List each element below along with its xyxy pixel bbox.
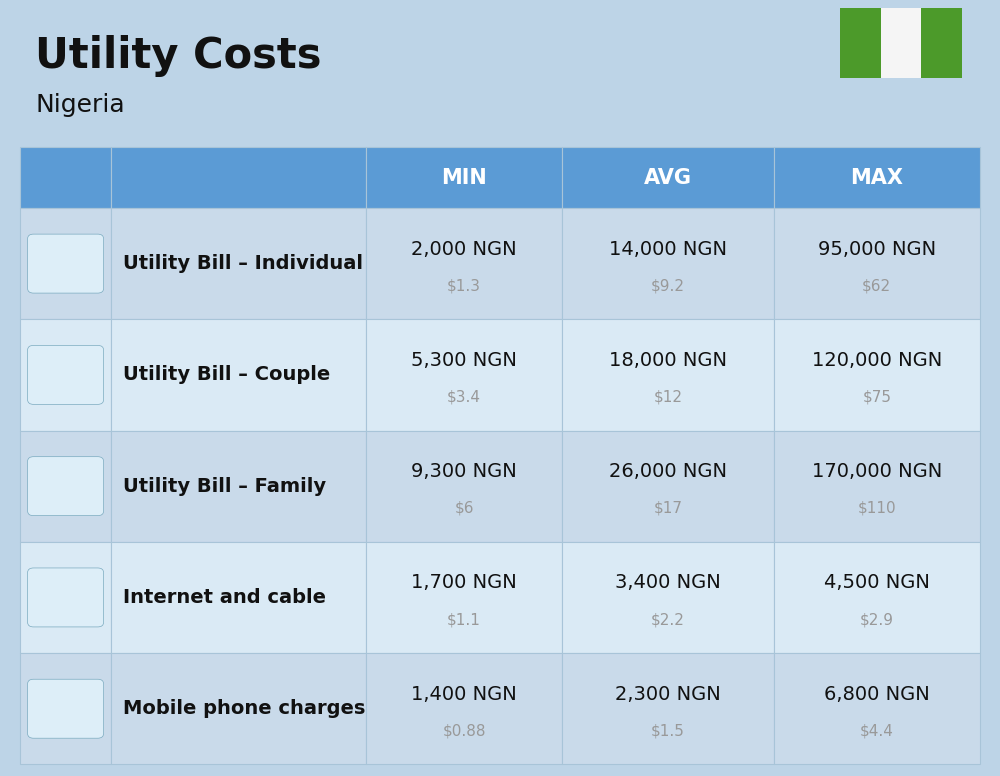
Text: 9,300 NGN: 9,300 NGN xyxy=(411,462,517,481)
Text: Utility Bill – Individual: Utility Bill – Individual xyxy=(123,254,363,273)
Text: Utility Bill – Couple: Utility Bill – Couple xyxy=(123,365,330,384)
Text: $1.3: $1.3 xyxy=(447,279,481,293)
Bar xyxy=(562,147,774,208)
Text: $12: $12 xyxy=(654,390,682,404)
Text: $17: $17 xyxy=(654,501,682,516)
Text: $110: $110 xyxy=(857,501,896,516)
Text: 14,000 NGN: 14,000 NGN xyxy=(609,240,727,258)
Bar xyxy=(366,431,562,542)
Bar xyxy=(562,431,774,542)
Bar xyxy=(774,147,980,208)
Bar xyxy=(774,319,980,431)
Bar xyxy=(366,208,562,319)
Text: Internet and cable: Internet and cable xyxy=(123,588,326,607)
Text: Mobile phone charges: Mobile phone charges xyxy=(123,699,366,719)
Bar xyxy=(111,208,366,319)
Bar xyxy=(366,653,562,764)
Bar xyxy=(562,208,774,319)
Text: Nigeria: Nigeria xyxy=(35,93,125,117)
Bar xyxy=(111,431,366,542)
Bar xyxy=(366,542,562,653)
Bar xyxy=(774,431,980,542)
Text: 170,000 NGN: 170,000 NGN xyxy=(812,462,942,481)
FancyBboxPatch shape xyxy=(28,456,104,515)
Bar xyxy=(774,542,980,653)
Text: 5,300 NGN: 5,300 NGN xyxy=(411,351,517,370)
Bar xyxy=(774,208,980,319)
Bar xyxy=(562,542,774,653)
Text: 4,500 NGN: 4,500 NGN xyxy=(824,573,930,593)
Bar xyxy=(840,8,881,78)
Bar xyxy=(881,8,921,78)
Text: $6: $6 xyxy=(454,501,474,516)
Text: 3,400 NGN: 3,400 NGN xyxy=(615,573,721,593)
Text: $4.4: $4.4 xyxy=(860,723,894,739)
Text: $75: $75 xyxy=(862,390,891,404)
FancyBboxPatch shape xyxy=(28,679,104,738)
Text: MAX: MAX xyxy=(850,168,903,188)
Text: $2.2: $2.2 xyxy=(651,612,685,627)
Bar xyxy=(366,319,562,431)
Text: AVG: AVG xyxy=(644,168,692,188)
Bar xyxy=(111,542,366,653)
Text: 95,000 NGN: 95,000 NGN xyxy=(818,240,936,258)
Bar xyxy=(20,653,111,764)
Text: MIN: MIN xyxy=(441,168,487,188)
Text: $2.9: $2.9 xyxy=(860,612,894,627)
Text: Utility Costs: Utility Costs xyxy=(35,35,322,77)
Text: $1.5: $1.5 xyxy=(651,723,685,739)
FancyBboxPatch shape xyxy=(28,568,104,627)
Text: $0.88: $0.88 xyxy=(442,723,486,739)
Bar xyxy=(20,319,111,431)
Bar xyxy=(111,653,366,764)
FancyBboxPatch shape xyxy=(28,345,104,404)
Text: 120,000 NGN: 120,000 NGN xyxy=(812,351,942,370)
Bar xyxy=(20,431,111,542)
Text: $62: $62 xyxy=(862,279,891,293)
Text: 6,800 NGN: 6,800 NGN xyxy=(824,684,930,704)
Text: $3.4: $3.4 xyxy=(447,390,481,404)
Text: 2,300 NGN: 2,300 NGN xyxy=(615,684,721,704)
Text: 1,700 NGN: 1,700 NGN xyxy=(411,573,517,593)
FancyBboxPatch shape xyxy=(28,234,104,293)
Bar xyxy=(20,542,111,653)
Bar xyxy=(111,319,366,431)
Text: Utility Bill – Family: Utility Bill – Family xyxy=(123,476,326,496)
Bar xyxy=(562,653,774,764)
Bar xyxy=(774,653,980,764)
Bar xyxy=(366,147,562,208)
Text: $1.1: $1.1 xyxy=(447,612,481,627)
Bar xyxy=(20,208,111,319)
Text: $9.2: $9.2 xyxy=(651,279,685,293)
Text: 26,000 NGN: 26,000 NGN xyxy=(609,462,727,481)
Text: 2,000 NGN: 2,000 NGN xyxy=(411,240,517,258)
Bar xyxy=(562,319,774,431)
Bar xyxy=(111,147,366,208)
Text: 1,400 NGN: 1,400 NGN xyxy=(411,684,517,704)
Bar xyxy=(921,8,962,78)
Text: 18,000 NGN: 18,000 NGN xyxy=(609,351,727,370)
Bar xyxy=(20,147,111,208)
